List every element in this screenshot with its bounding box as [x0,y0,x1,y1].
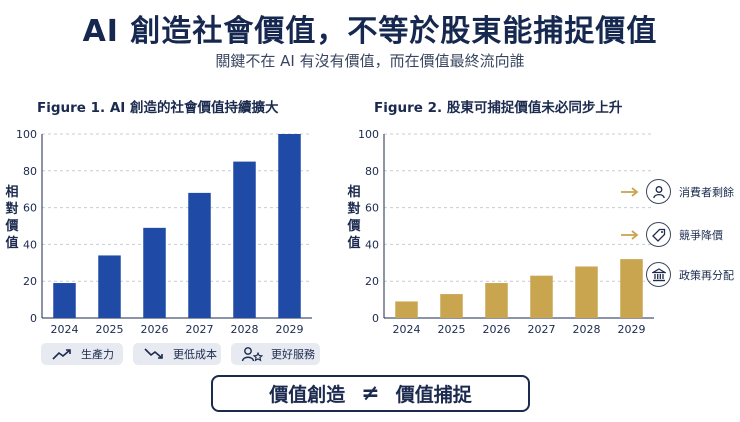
y-tick-label: 100 [16,128,37,141]
page-title: AI 創造社會價值，不等於股東能捕捉價值 [82,14,658,49]
x-tick-label: 2029 [276,323,304,336]
driver-label: 更低成本 [173,348,217,361]
y-tick-label: 60 [23,202,37,215]
page-subtitle: 關鍵不在 AI 有沒有價值，而在價值最終流向誰 [215,52,525,70]
effect-policy-redistribution: 政策再分配 [620,262,734,287]
y-tick-label: 40 [23,238,37,251]
arrow-right-icon [621,229,639,240]
conclusion-banner: 價值創造 ≠ 價值捕捉 [211,375,530,412]
y-tick-label: 80 [23,165,37,178]
figure-2-chart: 0 20 40 60 80 100 2024 2025 2026 2027 2028 2029 [358,128,654,336]
bar [575,266,598,318]
user-star-icon [241,347,263,362]
driver-lower-cost: 更低成本 [133,343,221,365]
driver-label: 生產力 [81,348,114,361]
bar [395,301,418,318]
y-tick-label: 0 [30,312,37,325]
driver-label: 更好服務 [271,348,315,361]
effect-consumer-surplus: 消費者剩餘 [620,179,734,204]
bar [53,283,76,318]
figure-1-title: Figure 1. AI 創造的社會價值持續擴大 [37,100,279,116]
government-building-icon [646,262,671,287]
x-tick-label: 2028 [573,323,601,336]
x-tick-label: 2026 [141,323,169,336]
effect-label: 競爭降價 [679,228,723,242]
figure-2-title: Figure 2. 股東可捕捉價值未必同步上升 [374,100,623,116]
person-icon [646,179,671,204]
bar [485,283,508,318]
figure-1-chart: 0 20 40 60 80 100 2024 2025 2026 2027 2028 2029 [16,128,312,336]
bar [188,192,211,318]
x-tick-label: 2027 [528,323,556,336]
bar [530,275,553,318]
figure-2-ylabel: 相對價值 [347,185,361,251]
effect-competitive-price-cut: 競爭降價 [620,222,723,247]
x-tick-label: 2028 [231,323,259,336]
arrow-right-icon [621,269,639,280]
figure-1-ylabel: 相對價值 [5,185,19,251]
trend-down-icon [144,348,163,359]
value-creation-label: 價值創造 [269,384,346,406]
y-tick-label: 20 [23,275,37,288]
y-tick-label: 80 [365,165,379,178]
x-tick-label: 2025 [96,323,124,336]
arrow-right-icon [621,186,639,197]
effect-label: 政策再分配 [679,268,734,282]
not-equal-symbol: ≠ [361,381,380,406]
price-tag-icon [646,222,671,247]
driver-better-service: 更好服務 [231,343,320,365]
bar [98,255,121,318]
y-tick-label: 0 [372,312,379,325]
bar [440,294,463,318]
x-tick-label: 2025 [438,323,466,336]
effect-label: 消費者剩餘 [679,185,734,199]
bar [278,134,301,318]
y-tick-label: 40 [365,238,379,251]
x-tick-label: 2024 [51,323,79,336]
x-tick-label: 2024 [393,323,421,336]
driver-productivity: 生產力 [41,343,123,365]
bar [233,161,256,318]
x-tick-label: 2027 [186,323,214,336]
y-tick-label: 100 [358,128,379,141]
x-tick-label: 2026 [483,323,511,336]
bar [143,227,166,318]
value-capture-label: 價值捕捉 [395,384,472,406]
trend-up-icon [52,349,71,360]
x-tick-label: 2029 [618,323,646,336]
y-tick-label: 60 [365,202,379,215]
y-tick-label: 20 [365,275,379,288]
